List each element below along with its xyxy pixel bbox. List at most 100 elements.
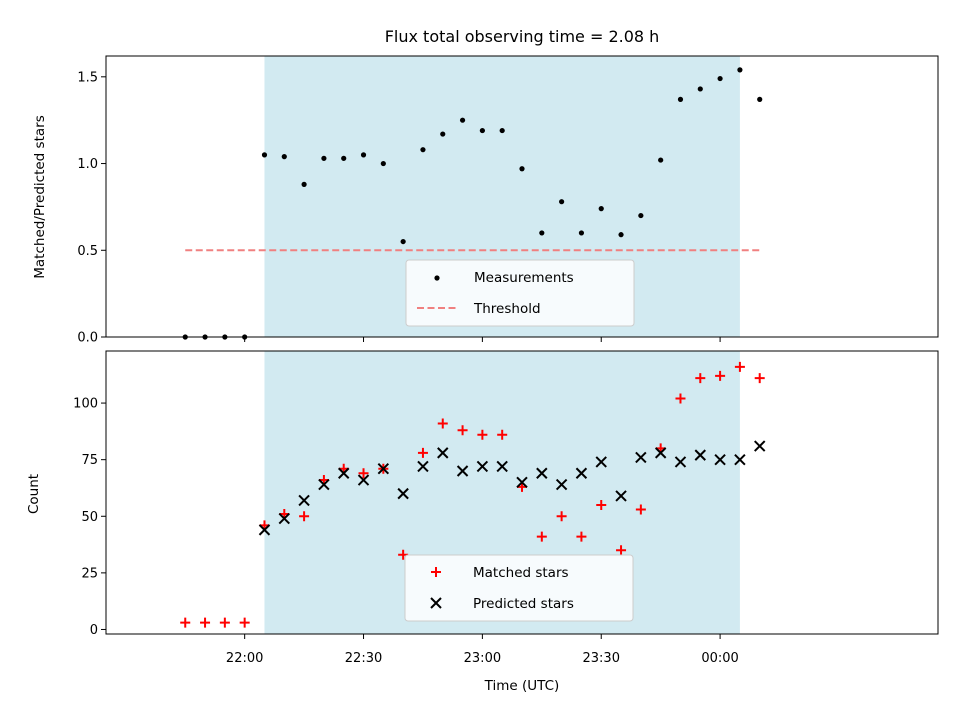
x-tick-label: 00:00	[701, 651, 738, 666]
measurements-point	[459, 117, 466, 123]
bottom-y-tick-label: 100	[73, 397, 98, 412]
x-tick-label: 23:30	[583, 651, 620, 666]
top-legend-box	[405, 259, 635, 327]
measurements-point	[341, 155, 347, 161]
measurements-point	[420, 147, 426, 153]
matched-stars-point	[457, 425, 468, 436]
matched-stars-point	[734, 361, 745, 372]
predicted-stars-point	[417, 460, 429, 473]
matched-stars-point	[180, 617, 191, 628]
legend-matched-stars-swatch	[431, 567, 441, 577]
predicted-stars-point	[674, 456, 687, 468]
matched-stars-point	[358, 468, 369, 479]
top-axes-frame	[105, 55, 939, 338]
bottom-legend-box	[404, 554, 634, 622]
bottom-y-axis-label: Count	[26, 474, 42, 514]
top-legend: Measurements Threshold	[405, 259, 635, 327]
predicted-stars-point	[298, 494, 310, 507]
measurements-point	[539, 230, 545, 236]
predicted-stars-point	[754, 440, 766, 452]
measurements-point	[360, 152, 367, 158]
matched-stars-point	[299, 511, 310, 522]
predicted-stars-point	[476, 460, 489, 473]
predicted-stars-point	[357, 474, 370, 486]
measurements-point	[400, 238, 406, 245]
matched-stars-point	[576, 531, 587, 542]
legend-label: Measurements	[474, 270, 574, 286]
measurements-point	[281, 154, 287, 160]
chart-title: Flux total observing time = 2.08 h	[385, 27, 660, 46]
x-tick-label: 23:00	[464, 651, 501, 666]
predicted-stars-point	[437, 447, 449, 459]
predicted-stars-point	[714, 453, 726, 466]
predicted-stars-point	[318, 478, 330, 491]
bottom-y-tick-label: 0	[90, 623, 98, 638]
matched-stars-point	[239, 617, 250, 628]
predicted-stars-point	[377, 463, 390, 475]
measurements-point	[598, 206, 604, 212]
predicted-stars-point	[397, 487, 409, 500]
bottom-legend: Matched stars Predicted stars	[404, 554, 634, 622]
bottom-axes-frame	[105, 350, 939, 635]
matched-stars-point	[715, 370, 726, 381]
predicted-stars-point	[516, 476, 528, 489]
measurements-point	[440, 131, 446, 137]
matched-stars-point	[754, 373, 765, 384]
bottom-y-tick-label: 50	[81, 510, 98, 525]
measurements-point	[638, 212, 644, 219]
predicted-stars-point	[456, 465, 469, 477]
predicted-stars-point	[555, 478, 568, 491]
predicted-stars-point	[258, 524, 271, 536]
legend-predicted-stars-swatch	[430, 597, 442, 609]
matched-stars-point	[536, 531, 547, 542]
top-y-tick-label: 1.5	[77, 70, 98, 85]
measurements-point	[519, 166, 525, 172]
x-axis-label: Time (UTC)	[484, 678, 560, 694]
matched-stars-point	[417, 447, 428, 458]
predicted-stars-point	[496, 460, 508, 473]
matched-stars-point	[556, 511, 567, 522]
matched-stars-point	[635, 504, 646, 515]
predicted-stars-point	[338, 467, 350, 479]
measurements-point	[479, 127, 485, 134]
predicted-stars-point	[694, 449, 706, 461]
legend-label: Threshold	[473, 301, 541, 317]
top-y-tick-label: 0.0	[77, 331, 98, 346]
measurements-point	[697, 86, 703, 92]
predicted-stars-point	[635, 451, 647, 464]
matched-stars-point	[695, 373, 706, 384]
matched-stars-point	[497, 429, 508, 440]
measurements-point	[658, 157, 664, 163]
top-y-tick-label: 0.5	[77, 244, 98, 259]
matched-stars-point	[616, 545, 627, 556]
bottom-y-tick-label: 25	[81, 566, 98, 581]
legend-label: Predicted stars	[473, 596, 574, 612]
predicted-stars-point	[278, 512, 290, 525]
measurements-point	[578, 230, 585, 236]
predicted-stars-point	[575, 467, 588, 479]
matched-stars-point	[200, 617, 211, 628]
measurements-point	[321, 155, 327, 161]
top-panel: 0.0 0.5 1.0 1.5 Measurements Threshold	[77, 55, 939, 346]
predicted-stars-point	[654, 447, 667, 459]
bottom-panel: 0 25 50 75 100 22:00 22:30 23:00 23:30 00:00 Match…	[73, 350, 939, 666]
measurements-point	[757, 96, 763, 102]
measurements-point	[717, 75, 723, 82]
measurements-point	[618, 232, 624, 238]
bottom-y-tick-label: 75	[81, 453, 98, 468]
measurements-point	[380, 160, 386, 167]
measurements-point	[677, 96, 684, 102]
predicted-stars-point	[595, 456, 607, 468]
top-y-axis-label: Matched/Predicted stars	[32, 115, 48, 278]
matched-stars-point	[596, 499, 607, 510]
legend-label: Matched stars	[473, 565, 569, 581]
top-y-tick-label: 1.0	[77, 157, 98, 172]
measurements-point	[499, 127, 505, 134]
measurements-point	[737, 67, 743, 73]
matched-stars-point	[477, 429, 488, 440]
matched-stars-point	[219, 617, 230, 628]
x-tick-label: 22:30	[345, 651, 382, 666]
measurements-point	[559, 199, 565, 205]
predicted-stars-point	[615, 490, 627, 502]
